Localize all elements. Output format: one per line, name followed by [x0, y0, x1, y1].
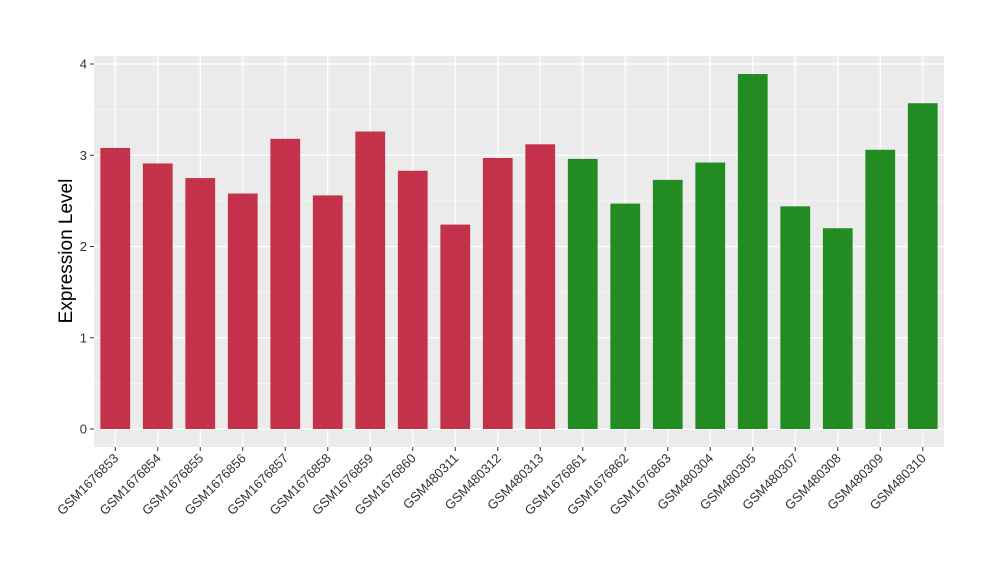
- bar: [227, 193, 258, 429]
- plot-panel: [94, 56, 944, 447]
- bar: [100, 147, 131, 429]
- bar: [440, 224, 471, 429]
- bar: [780, 206, 811, 429]
- bar: [610, 203, 641, 429]
- bar: [270, 138, 301, 429]
- y-tick-label: 1: [80, 330, 87, 345]
- bar: [737, 74, 768, 429]
- y-tick-label: 2: [80, 239, 87, 254]
- bar: [865, 149, 896, 429]
- y-axis-title: Expression Level: [56, 179, 77, 324]
- bar: [525, 144, 556, 430]
- x-axis-ticks: GSM1676853GSM1676854GSM1676855GSM1676856…: [54, 447, 929, 518]
- bar: [312, 195, 343, 429]
- y-tick-label: 0: [80, 422, 87, 437]
- y-tick-label: 3: [80, 148, 87, 163]
- bar: [355, 131, 386, 429]
- bar: [652, 179, 683, 429]
- bar: [142, 163, 173, 429]
- bar: [397, 170, 428, 429]
- y-axis-ticks: 0 1 2 3 4: [80, 57, 94, 437]
- bar: [822, 228, 853, 429]
- bar: [567, 158, 598, 429]
- bar: [482, 157, 513, 430]
- y-tick-label: 4: [80, 57, 87, 72]
- bar: [185, 178, 216, 429]
- bar: [695, 162, 726, 430]
- bars: [100, 74, 938, 430]
- bar: [907, 103, 938, 430]
